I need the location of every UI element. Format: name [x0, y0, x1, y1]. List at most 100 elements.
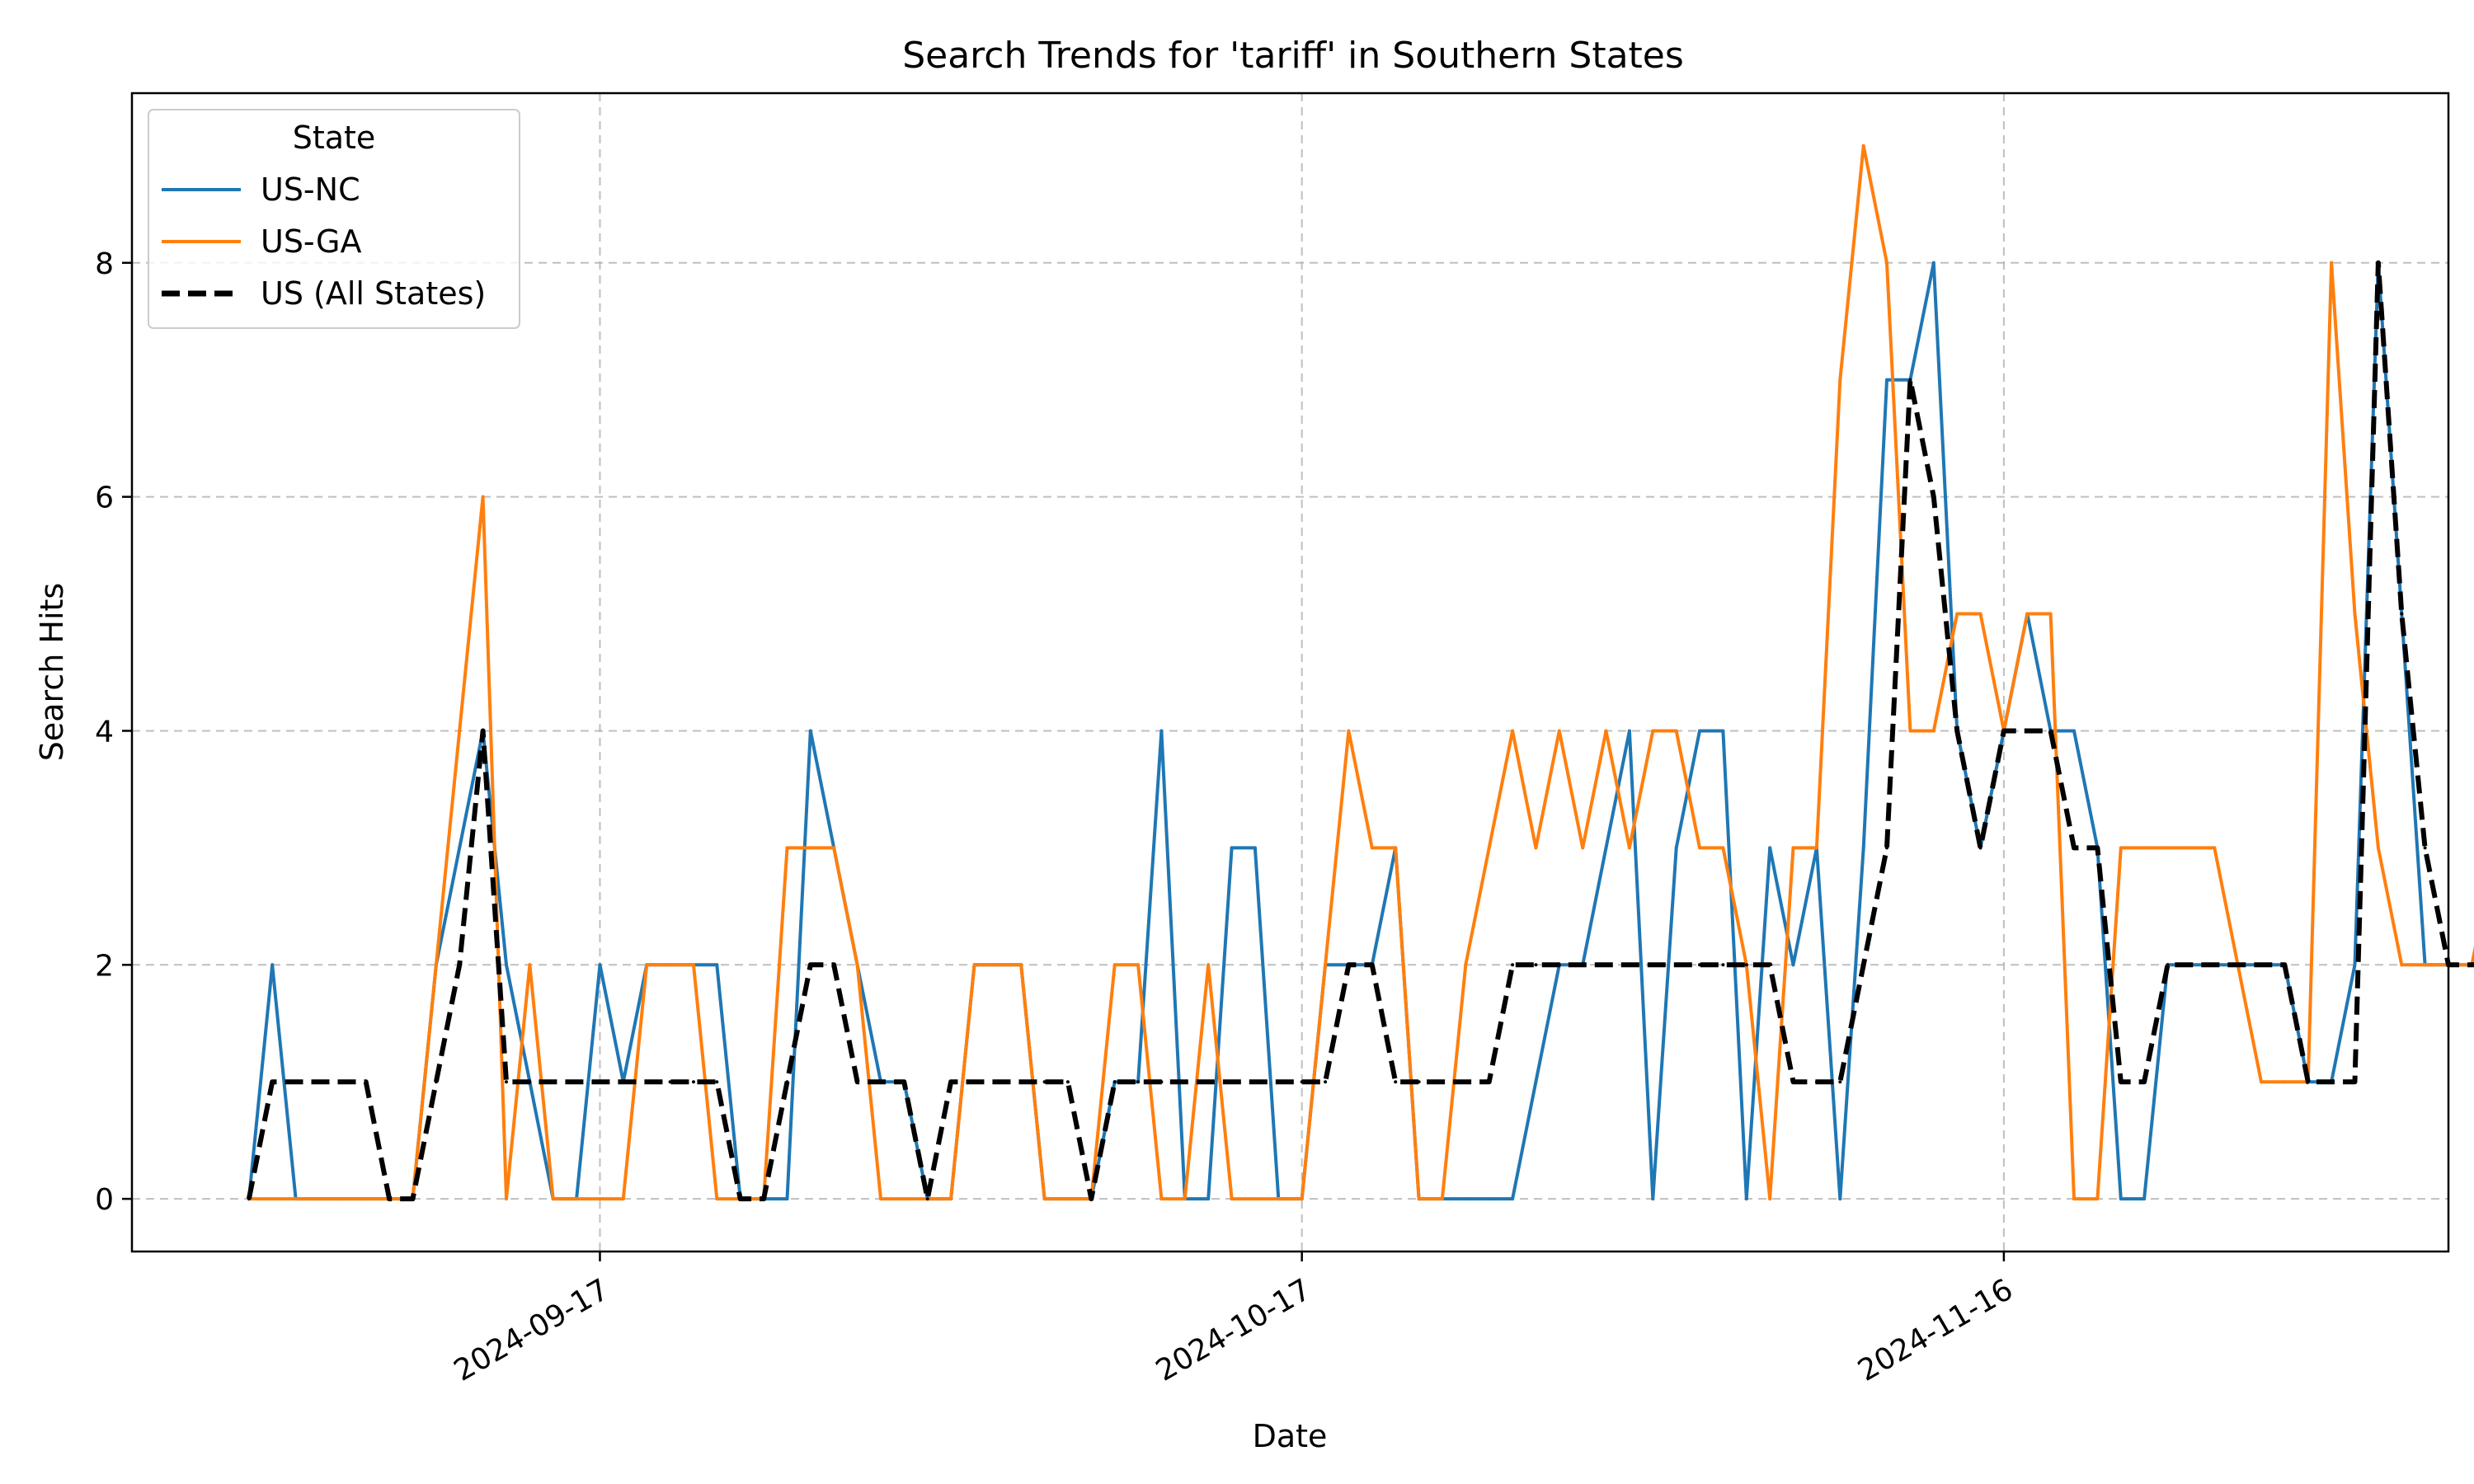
- data-point: [832, 963, 836, 967]
- data-point: [668, 1080, 672, 1084]
- data-point: [925, 1197, 929, 1201]
- data-point: [902, 1080, 906, 1084]
- data-point: [270, 1080, 275, 1084]
- data-point: [995, 1080, 999, 1084]
- data-point: [1487, 1197, 1491, 1201]
- data-point: [1253, 1080, 1257, 1084]
- data-point: [528, 1080, 532, 1084]
- data-point: [1394, 1080, 1398, 1084]
- data-point: [2025, 612, 2030, 616]
- data-point: [2400, 963, 2404, 967]
- data-point: [2376, 846, 2380, 850]
- data-point: [715, 963, 719, 967]
- data-point: [2260, 963, 2263, 967]
- data-point: [1791, 1080, 1795, 1084]
- data-point: [1464, 963, 1468, 967]
- data-point: [1324, 1080, 1328, 1084]
- data-point: [1019, 963, 1023, 967]
- data-point: [949, 1080, 953, 1084]
- data-point: [902, 1197, 906, 1201]
- data-point: [505, 963, 508, 967]
- data-point: [2119, 1080, 2123, 1084]
- data-point: [2189, 963, 2193, 967]
- data-point: [1136, 963, 1141, 967]
- data-point: [1300, 1080, 1304, 1084]
- data-point: [2353, 963, 2357, 967]
- x-axis-label: Date: [1253, 1418, 1328, 1454]
- data-point: [2095, 846, 2100, 850]
- data-point: [785, 846, 789, 850]
- data-point: [1955, 612, 1959, 616]
- data-point: [2470, 963, 2474, 967]
- legend: State US-NC US-GA US (All States): [148, 109, 520, 329]
- data-point: [1206, 1197, 1211, 1201]
- data-point: [1908, 378, 1912, 382]
- data-point: [1721, 729, 1725, 733]
- data-point: [1861, 846, 1865, 850]
- data-point: [1112, 1080, 1117, 1084]
- data-point: [1089, 1197, 1094, 1201]
- data-point: [1604, 846, 1608, 850]
- data-point: [1768, 1197, 1772, 1201]
- data-point: [2189, 846, 2193, 850]
- data-point: [1065, 1080, 1070, 1084]
- data-point: [458, 963, 462, 967]
- data-point: [2048, 612, 2053, 616]
- data-point: [2025, 729, 2030, 733]
- data-point: [1112, 963, 1117, 967]
- data-point: [1768, 846, 1772, 850]
- data-point: [1230, 1197, 1234, 1201]
- data-point: [2072, 729, 2076, 733]
- data-point: [1885, 378, 1888, 382]
- data-point: [2353, 1080, 2357, 1084]
- legend-label-us-ga: US-GA: [261, 223, 361, 260]
- data-point: [2306, 1080, 2310, 1084]
- data-point: [855, 963, 859, 967]
- data-point: [1978, 612, 1982, 616]
- data-point: [1721, 846, 1725, 850]
- data-point: [294, 1197, 298, 1201]
- data-point: [2423, 846, 2427, 850]
- data-point: [1159, 1197, 1164, 1201]
- data-point: [1324, 963, 1328, 967]
- data-point: [2213, 846, 2217, 850]
- data-point: [1627, 846, 1631, 850]
- data-point: [808, 729, 812, 733]
- data-point: [2119, 1197, 2123, 1201]
- data-point: [2260, 1080, 2263, 1084]
- data-point: [598, 963, 602, 967]
- data-point: [1347, 963, 1351, 967]
- data-point: [1206, 963, 1211, 967]
- chart-title: Search Trends for 'tariff' in Southern S…: [902, 35, 1684, 77]
- data-point: [692, 1080, 695, 1084]
- data-point: [1838, 1197, 1842, 1201]
- data-point: [1651, 1197, 1655, 1201]
- legend-title: State: [293, 120, 376, 156]
- data-point: [785, 1197, 789, 1201]
- data-point: [1159, 729, 1164, 733]
- data-point: [1464, 1080, 1468, 1084]
- data-point: [1627, 963, 1631, 967]
- data-point: [364, 1197, 368, 1201]
- data-point: [808, 846, 812, 850]
- data-point: [1814, 1080, 1818, 1084]
- legend-label-us-nc: US-NC: [261, 171, 360, 208]
- data-point: [1230, 846, 1234, 850]
- data-point: [458, 846, 462, 850]
- data-point: [1557, 963, 1561, 967]
- data-point: [1978, 846, 1982, 850]
- y-tick-label: 0: [95, 1183, 114, 1217]
- data-point: [1908, 729, 1912, 733]
- data-point: [1768, 963, 1772, 967]
- data-point: [1557, 729, 1561, 733]
- data-point: [2048, 729, 2053, 733]
- data-point: [1791, 846, 1795, 850]
- data-point: [645, 1080, 649, 1084]
- data-point: [1861, 143, 1865, 148]
- data-point: [1417, 1197, 1421, 1201]
- data-point: [1721, 963, 1725, 967]
- data-point: [972, 963, 976, 967]
- data-point: [458, 729, 462, 733]
- data-point: [1674, 963, 1678, 967]
- data-point: [1347, 729, 1351, 733]
